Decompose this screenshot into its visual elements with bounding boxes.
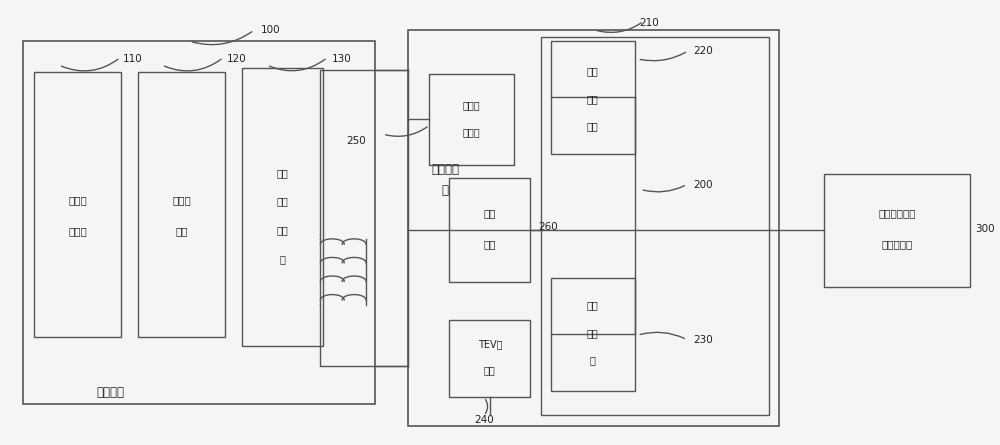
Text: 波器: 波器 xyxy=(175,227,188,236)
Text: 260: 260 xyxy=(538,222,558,232)
Text: 制模块: 制模块 xyxy=(68,227,87,236)
Text: 130: 130 xyxy=(331,54,351,64)
Text: 传感: 传感 xyxy=(587,328,599,338)
Text: 100: 100 xyxy=(261,24,281,35)
Text: 压变: 压变 xyxy=(277,225,289,235)
Bar xyxy=(449,178,530,282)
Text: 300: 300 xyxy=(975,224,995,234)
Text: 器: 器 xyxy=(590,356,596,365)
Text: 240: 240 xyxy=(474,415,494,425)
Text: 视频监: 视频监 xyxy=(462,100,480,110)
Text: 高频: 高频 xyxy=(587,301,599,311)
Bar xyxy=(242,68,323,346)
Text: 230: 230 xyxy=(693,335,713,345)
Bar xyxy=(551,278,635,391)
Text: 电源控: 电源控 xyxy=(68,195,87,206)
Text: 电脉冲局部放: 电脉冲局部放 xyxy=(878,209,916,218)
Text: 器: 器 xyxy=(280,254,286,264)
Text: 电源模块: 电源模块 xyxy=(96,386,124,399)
Bar xyxy=(541,37,769,415)
Text: 220: 220 xyxy=(693,46,713,56)
Bar xyxy=(23,41,375,404)
Bar xyxy=(551,41,635,154)
Bar xyxy=(138,72,225,337)
Text: 无局: 无局 xyxy=(277,168,289,178)
Text: 250: 250 xyxy=(346,136,366,146)
Text: 控系统: 控系统 xyxy=(462,127,480,138)
Bar xyxy=(429,74,514,165)
Text: 波传: 波传 xyxy=(587,94,599,104)
Bar xyxy=(824,174,970,287)
Text: 120: 120 xyxy=(227,54,247,64)
Text: TEV传: TEV传 xyxy=(478,339,502,349)
Text: 200: 200 xyxy=(693,180,713,190)
Text: 电检测模块: 电检测模块 xyxy=(881,239,913,250)
Bar xyxy=(449,320,530,397)
Text: 开关柜模
块: 开关柜模 块 xyxy=(431,163,459,198)
Text: 模型: 模型 xyxy=(484,239,496,250)
Text: 感器: 感器 xyxy=(587,121,599,131)
Text: 超声: 超声 xyxy=(587,66,599,76)
Text: 110: 110 xyxy=(123,54,143,64)
Bar xyxy=(34,72,121,337)
Text: 感器: 感器 xyxy=(484,366,496,376)
Text: 210: 210 xyxy=(639,18,659,28)
Text: 电源滤: 电源滤 xyxy=(172,195,191,206)
Text: 放升: 放升 xyxy=(277,197,289,206)
Text: 放电: 放电 xyxy=(484,209,496,218)
Bar xyxy=(408,30,779,426)
